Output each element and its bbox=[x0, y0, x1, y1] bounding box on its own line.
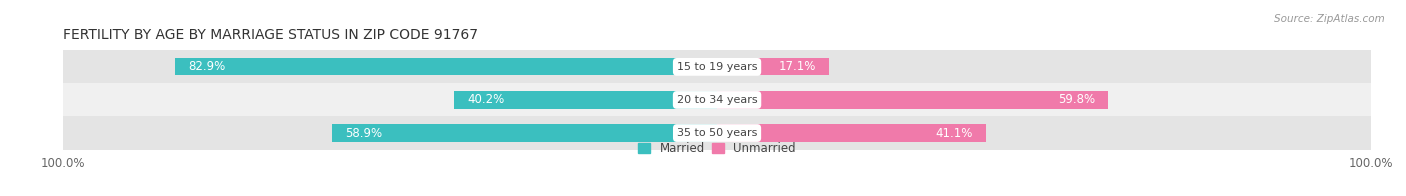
Bar bbox=[454, 91, 717, 109]
Text: 35 to 50 years: 35 to 50 years bbox=[676, 128, 758, 138]
Bar bbox=[63, 50, 1371, 83]
Text: 20 to 34 years: 20 to 34 years bbox=[676, 95, 758, 105]
Bar bbox=[717, 91, 1108, 109]
Bar bbox=[176, 58, 717, 75]
Text: Source: ZipAtlas.com: Source: ZipAtlas.com bbox=[1274, 14, 1385, 24]
Text: 59.8%: 59.8% bbox=[1057, 93, 1095, 106]
Text: 41.1%: 41.1% bbox=[935, 127, 973, 140]
Text: 17.1%: 17.1% bbox=[779, 60, 815, 73]
Text: FERTILITY BY AGE BY MARRIAGE STATUS IN ZIP CODE 91767: FERTILITY BY AGE BY MARRIAGE STATUS IN Z… bbox=[63, 28, 478, 42]
Bar bbox=[717, 58, 830, 75]
Text: 58.9%: 58.9% bbox=[344, 127, 382, 140]
Legend: Married, Unmarried: Married, Unmarried bbox=[638, 142, 796, 155]
Bar bbox=[332, 124, 717, 142]
Bar bbox=[63, 83, 1371, 116]
Bar bbox=[717, 124, 986, 142]
Text: 40.2%: 40.2% bbox=[467, 93, 505, 106]
Text: 82.9%: 82.9% bbox=[188, 60, 225, 73]
Text: 15 to 19 years: 15 to 19 years bbox=[676, 62, 758, 72]
Bar bbox=[63, 116, 1371, 150]
